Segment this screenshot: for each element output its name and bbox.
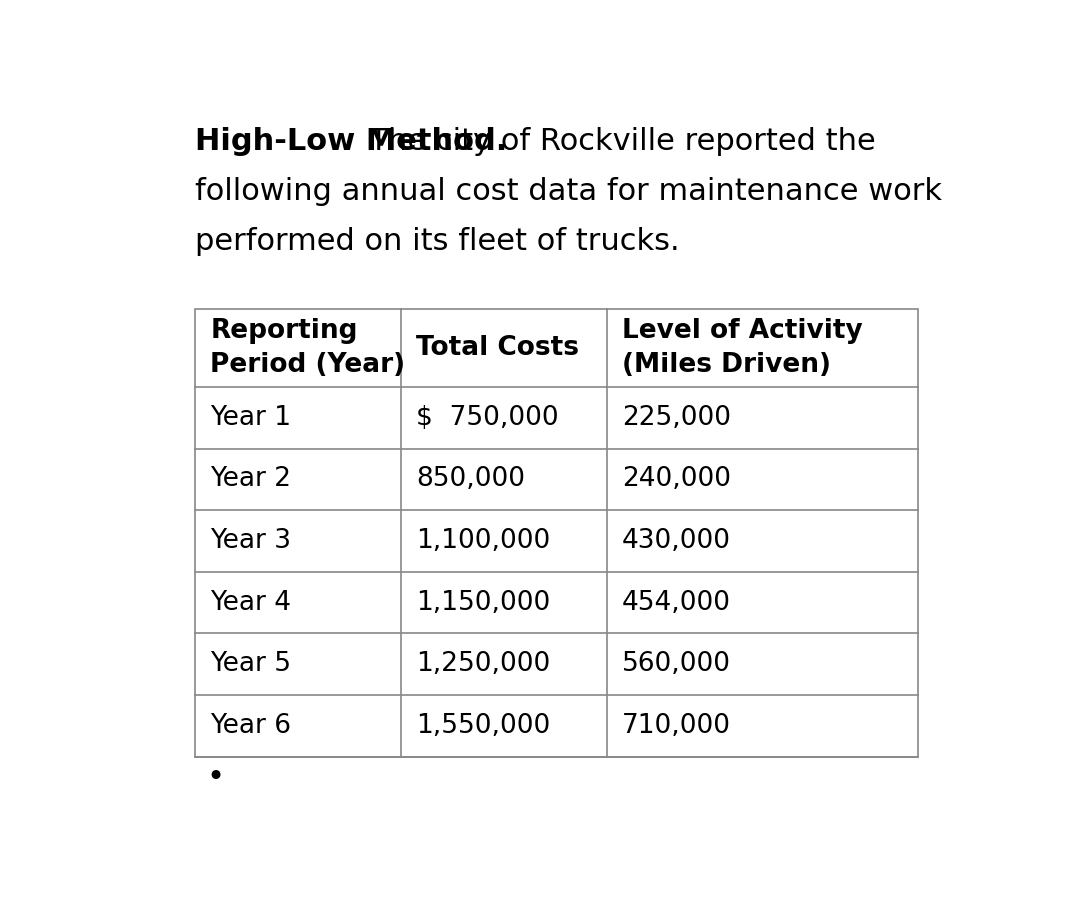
Text: High-Low Method.: High-Low Method. [195, 126, 508, 155]
Text: Year 3: Year 3 [211, 528, 292, 554]
Text: 1,100,000: 1,100,000 [416, 528, 551, 554]
Text: •: • [206, 763, 225, 792]
Text: Year 6: Year 6 [211, 713, 292, 739]
Text: 430,000: 430,000 [622, 528, 731, 554]
Text: following annual cost data for maintenance work: following annual cost data for maintenan… [195, 177, 942, 206]
Text: 1,250,000: 1,250,000 [416, 651, 551, 677]
Text: 710,000: 710,000 [622, 713, 731, 739]
Text: 850,000: 850,000 [416, 466, 525, 493]
Text: 240,000: 240,000 [622, 466, 731, 493]
Text: Year 5: Year 5 [211, 651, 292, 677]
Text: 225,000: 225,000 [622, 405, 731, 431]
Text: $  750,000: $ 750,000 [416, 405, 558, 431]
Text: Year 2: Year 2 [211, 466, 292, 493]
Text: Total Costs: Total Costs [416, 335, 579, 361]
Text: Level of Activity
(Miles Driven): Level of Activity (Miles Driven) [622, 318, 863, 378]
Text: 1,150,000: 1,150,000 [416, 590, 551, 615]
Text: Year 1: Year 1 [211, 405, 292, 431]
Text: 560,000: 560,000 [622, 651, 731, 677]
Bar [195, 308, 918, 756]
Text: Reporting
Period (Year): Reporting Period (Year) [211, 318, 405, 378]
Text: 1,550,000: 1,550,000 [416, 713, 551, 739]
Text: performed on its fleet of trucks.: performed on its fleet of trucks. [195, 227, 680, 256]
Text: 454,000: 454,000 [622, 590, 731, 615]
Text: The city of Rockville reported the: The city of Rockville reported the [350, 126, 876, 155]
Text: Year 4: Year 4 [211, 590, 292, 615]
